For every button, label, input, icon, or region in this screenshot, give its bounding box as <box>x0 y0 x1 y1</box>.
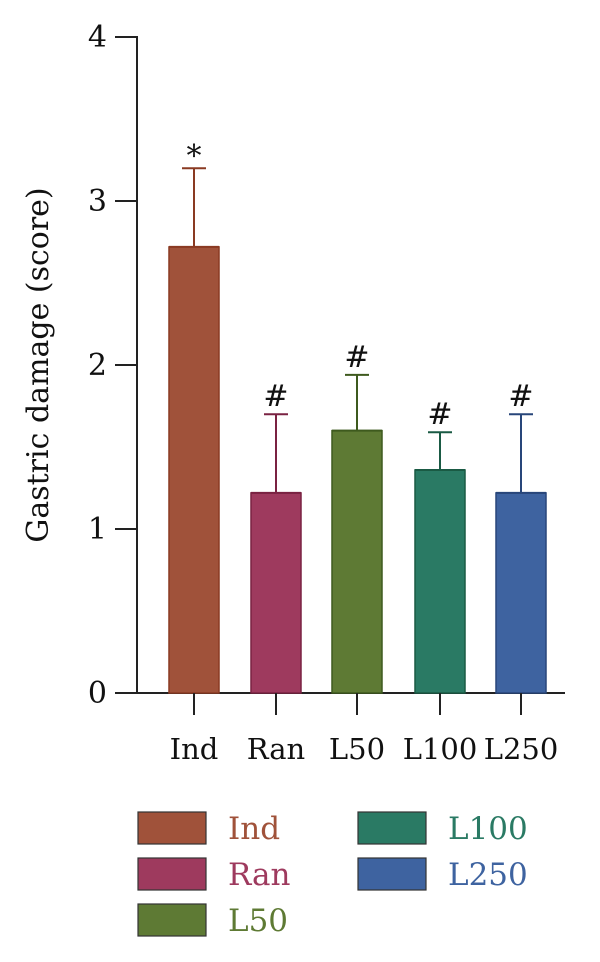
y-tick-label: 3 <box>88 184 107 219</box>
bar-l50 <box>331 429 383 694</box>
bar-ran <box>250 492 302 694</box>
annotation-ind: * <box>187 139 202 174</box>
legend-item-l100: L100 <box>357 811 528 847</box>
x-tick-label-ind: Ind <box>170 732 219 766</box>
x-tick-label-ran: Ran <box>247 732 305 766</box>
annotation-ran: # <box>263 379 288 414</box>
legend-item-ran: Ran <box>137 857 291 893</box>
annotation-l50: # <box>344 340 369 375</box>
legend-label: L250 <box>448 857 528 893</box>
legend-swatch <box>357 857 427 891</box>
legend: Ind Ran L50 L100 L250 <box>137 811 528 939</box>
legend-swatch <box>137 811 207 845</box>
legend-label: Ind <box>228 811 280 847</box>
y-axis-label: Gastric damage (score) <box>21 187 56 542</box>
x-tick-label-l250: L250 <box>484 732 559 766</box>
legend-label: L100 <box>448 811 528 847</box>
legend-swatch <box>137 857 207 891</box>
bar-l250 <box>495 492 547 694</box>
y-ticks: 0 1 2 3 4 <box>88 20 137 711</box>
y-tick-label: 4 <box>88 20 107 55</box>
legend-swatch <box>137 903 207 937</box>
legend-item-ind: Ind <box>137 811 280 847</box>
bar-ind <box>168 246 220 694</box>
bars: * # # # # <box>168 139 547 694</box>
bar-l100 <box>414 469 466 694</box>
y-tick-label: 0 <box>88 676 107 711</box>
y-tick-label: 2 <box>88 348 107 383</box>
legend-item-l50: L50 <box>137 903 288 939</box>
legend-item-l250: L250 <box>357 857 528 893</box>
x-tick-label-l50: L50 <box>329 732 385 766</box>
annotation-l250: # <box>508 379 533 414</box>
annotation-l100: # <box>427 397 452 432</box>
x-ticks: Ind Ran L50 L100 L250 <box>170 693 559 766</box>
legend-label: Ran <box>228 857 291 893</box>
legend-label: L50 <box>228 903 288 939</box>
y-tick-label: 1 <box>88 512 107 547</box>
x-tick-label-l100: L100 <box>403 732 478 766</box>
legend-swatch <box>357 811 427 845</box>
